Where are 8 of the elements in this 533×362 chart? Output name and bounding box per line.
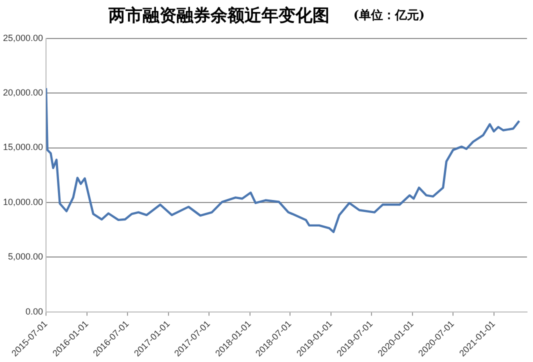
y-tick-label: 25,000.00 <box>2 32 44 43</box>
y-tick-label: 0.00 <box>26 306 44 316</box>
y-tick-label: 10,000.00 <box>2 196 44 207</box>
y-tick-label: 5,000.00 <box>8 252 44 262</box>
chart-title: 两市融资融券余额近年变化图 <box>108 4 330 26</box>
y-tick-label: 15,000.00 <box>2 142 44 152</box>
y-tick-label: 20,000.00 <box>2 88 44 98</box>
chart-subtitle: (单位：亿元) <box>353 6 425 24</box>
